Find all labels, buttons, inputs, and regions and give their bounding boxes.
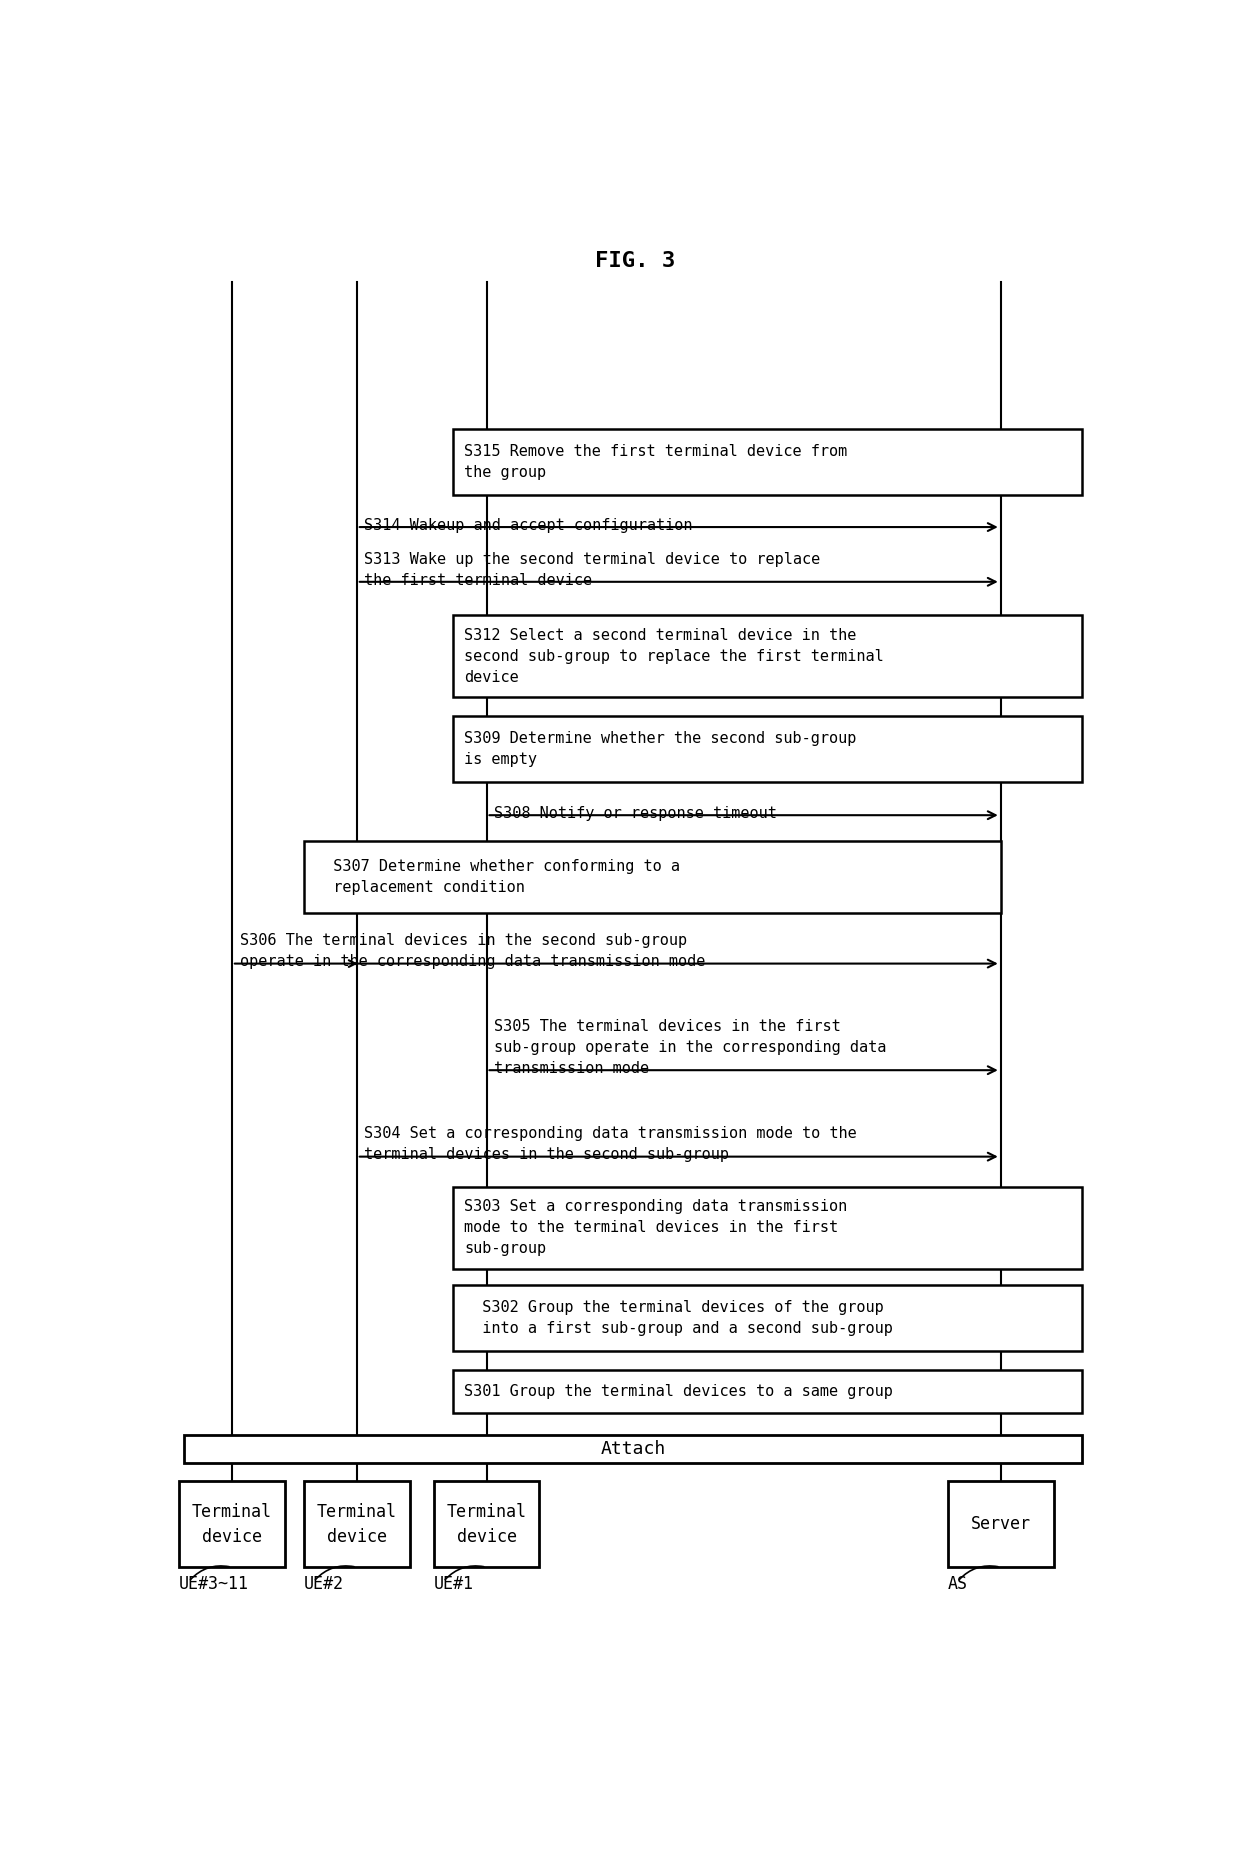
Text: S303 Set a corresponding data transmission
mode to the terminal devices in the f: S303 Set a corresponding data transmissi… — [465, 1199, 848, 1257]
Bar — [434, 1480, 539, 1568]
Bar — [453, 1285, 1083, 1351]
Bar — [179, 1480, 285, 1568]
Bar — [453, 428, 1083, 496]
Bar — [453, 1186, 1083, 1269]
Text: S301 Group the terminal devices to a same group: S301 Group the terminal devices to a sam… — [465, 1385, 893, 1400]
Bar — [184, 1435, 1083, 1463]
Text: S309 Determine whether the second sub-group
is empty: S309 Determine whether the second sub-gr… — [465, 732, 857, 767]
Text: Server: Server — [971, 1516, 1030, 1532]
Text: S307 Determine whether conforming to a
  replacement condition: S307 Determine whether conforming to a r… — [315, 859, 681, 894]
Text: S302 Group the terminal devices of the group
  into a first sub-group and a seco: S302 Group the terminal devices of the g… — [465, 1300, 893, 1336]
Text: S306 The terminal devices in the second sub-group
operate in the corresponding d: S306 The terminal devices in the second … — [239, 934, 706, 969]
Bar — [304, 1480, 409, 1568]
Text: S315 Remove the first terminal device from
the group: S315 Remove the first terminal device fr… — [465, 443, 848, 481]
Bar — [947, 1480, 1054, 1568]
Text: S304 Set a corresponding data transmission mode to the
terminal devices in the s: S304 Set a corresponding data transmissi… — [365, 1126, 857, 1162]
Bar — [304, 842, 1001, 913]
Text: S305 The terminal devices in the first
sub-group operate in the corresponding da: S305 The terminal devices in the first s… — [495, 1020, 887, 1076]
Text: UE#3~11: UE#3~11 — [179, 1575, 249, 1594]
Text: S312 Select a second terminal device in the
second sub-group to replace the firs: S312 Select a second terminal device in … — [465, 627, 884, 685]
Text: Terminal
device: Terminal device — [446, 1502, 527, 1545]
Bar — [453, 616, 1083, 698]
Text: S314 Wakeup and accept configuration: S314 Wakeup and accept configuration — [365, 518, 693, 533]
Text: Terminal
device: Terminal device — [316, 1502, 397, 1545]
Text: S313 Wake up the second terminal device to replace
the first terminal device: S313 Wake up the second terminal device … — [365, 552, 821, 587]
Bar — [453, 717, 1083, 782]
Text: FIG. 3: FIG. 3 — [595, 251, 676, 271]
Text: S308 Notify or response timeout: S308 Notify or response timeout — [495, 806, 777, 821]
Bar — [453, 1370, 1083, 1413]
Text: Terminal
device: Terminal device — [192, 1502, 272, 1545]
Text: AS: AS — [947, 1575, 968, 1594]
Text: UE#2: UE#2 — [304, 1575, 343, 1594]
Text: UE#1: UE#1 — [434, 1575, 474, 1594]
Text: Attach: Attach — [600, 1441, 666, 1458]
